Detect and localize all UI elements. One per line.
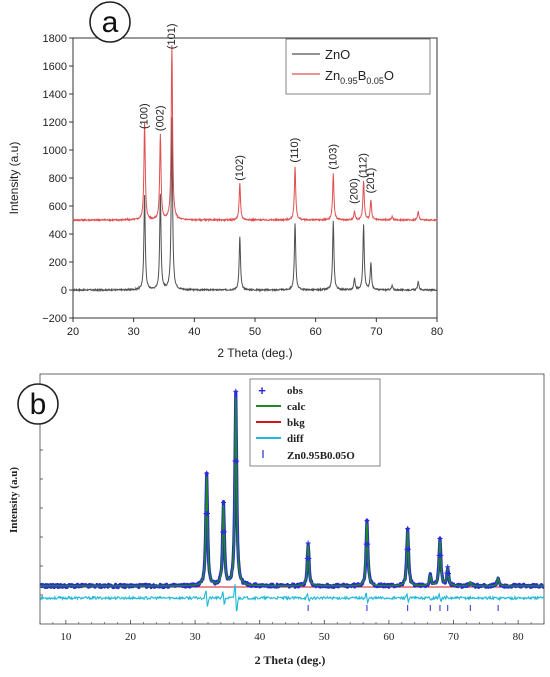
legend-phase-label: Zn0.95B0.05O (287, 450, 355, 462)
x-tick-label: 20 (67, 326, 79, 338)
panel-b-chart: 10 20 30 40 50 60 70 80 Intensity (a.u) 2 Theta… (8, 373, 545, 667)
x-tick-label: 40 (188, 326, 200, 338)
y-tick-label: 1400 (43, 89, 67, 101)
obs-marker (445, 570, 451, 576)
y-tick-label: 1200 (43, 117, 67, 129)
panel-b-series (39, 388, 545, 612)
panel-a-badge: a (89, 1, 131, 43)
legend-obs-symbol: + (258, 383, 266, 398)
obs-marker (221, 500, 227, 506)
obs-marker (306, 555, 312, 561)
panel-a-badge-letter: a (102, 6, 119, 39)
panel-b-x-axis-label: 2 Theta (deg.) (255, 653, 326, 667)
legend-label-znbo: Zn0.95B0.05O (325, 68, 394, 86)
obs-marker (445, 564, 451, 570)
obs-marker (437, 536, 443, 542)
x-tick-label: 80 (431, 326, 443, 338)
series-line-zno (72, 117, 438, 293)
panel-a-legend: ZnO Zn0.95B0.05O (285, 38, 431, 95)
legend-diff-label: diff (287, 433, 304, 445)
diff-line (39, 584, 545, 612)
y-tick-label: 600 (49, 201, 67, 213)
panel-a-x-ticks: 20 30 40 50 60 70 80 (67, 318, 443, 338)
y-tick-label: 0 (61, 285, 67, 297)
x-tick-label: 70 (370, 326, 382, 338)
panel-a-y-ticks: −200 0 200 400 600 800 1000 1200 1400 1600 1800 (42, 33, 73, 325)
panel-b-x-ticks: 10 20 30 40 50 60 70 80 (39, 620, 545, 643)
peak-label: (100) (139, 103, 151, 129)
y-tick-label: 1000 (43, 145, 67, 157)
x-tick-label: 70 (448, 631, 460, 643)
x-tick-label: 80 (513, 631, 525, 643)
peak-label: (110) (289, 138, 301, 163)
panel-b-y-axis-label: Intensity (a.u) (8, 467, 20, 533)
peak-label: (200) (348, 178, 360, 204)
peak-label: (201) (365, 168, 377, 194)
legend-obs-label: obs (287, 385, 304, 397)
x-tick-label: 60 (383, 631, 395, 643)
peak-label: (002) (154, 105, 166, 131)
peak-label: (102) (234, 155, 246, 181)
series-line-znbo (72, 44, 438, 223)
panel-a-chart: −200 0 200 400 600 800 1000 1200 1400 1600 1800 20… (7, 1, 443, 360)
panel-b-reflection-ticks (307, 605, 499, 611)
obs-marker (305, 540, 311, 546)
panel-b-badge-letter: b (30, 388, 47, 421)
x-tick-label: 50 (249, 326, 261, 338)
x-tick-label: 30 (128, 326, 140, 338)
y-tick-label: 400 (49, 229, 67, 241)
y-tick-label: 200 (49, 257, 67, 269)
legend-calc-label: calc (287, 401, 305, 413)
obs-marker (204, 470, 210, 476)
obs-marker (234, 458, 240, 464)
obs-marker (405, 546, 411, 552)
obs-marker (233, 388, 239, 394)
x-tick-label: 60 (310, 326, 322, 338)
panel-a-peak-labels: (100) (002) (101) (102) (110) (103) (200)(112)… (139, 24, 377, 204)
obs-marker (365, 541, 371, 547)
panel-a-legend-box (285, 38, 431, 95)
y-tick-label: 800 (49, 173, 67, 185)
panel-b-badge: b (17, 383, 59, 425)
x-tick-label: 50 (319, 631, 331, 643)
obs-marker (364, 518, 370, 524)
panel-b-legend: + obs calc bkg diff Zn0.95B0.05O (249, 378, 381, 467)
x-tick-label: 20 (125, 631, 137, 643)
peak-label: (101) (166, 24, 178, 50)
legend-bkg-label: bkg (287, 417, 305, 429)
panel-a-series (72, 44, 438, 293)
y-tick-label: 1600 (43, 61, 67, 73)
obs-marker (405, 526, 411, 532)
obs-marker (438, 552, 444, 558)
calc-line (40, 397, 544, 587)
panel-a-x-axis-label: 2 Theta (deg.) (217, 346, 292, 360)
peak-label: (112) (358, 153, 370, 178)
panel-b-plot-frame (39, 373, 545, 625)
peak-label: (103) (327, 144, 339, 170)
x-tick-label: 10 (60, 631, 72, 643)
y-tick-label: −200 (42, 313, 67, 325)
x-tick-label: 40 (254, 631, 266, 643)
panel-a-y-axis-label: Intensity (a.u) (7, 142, 21, 215)
legend-label-zno: ZnO (325, 47, 350, 62)
x-tick-label: 30 (190, 631, 202, 643)
obs-marker (204, 511, 210, 517)
y-tick-label: 1800 (43, 33, 67, 45)
obs-marker (221, 529, 227, 535)
